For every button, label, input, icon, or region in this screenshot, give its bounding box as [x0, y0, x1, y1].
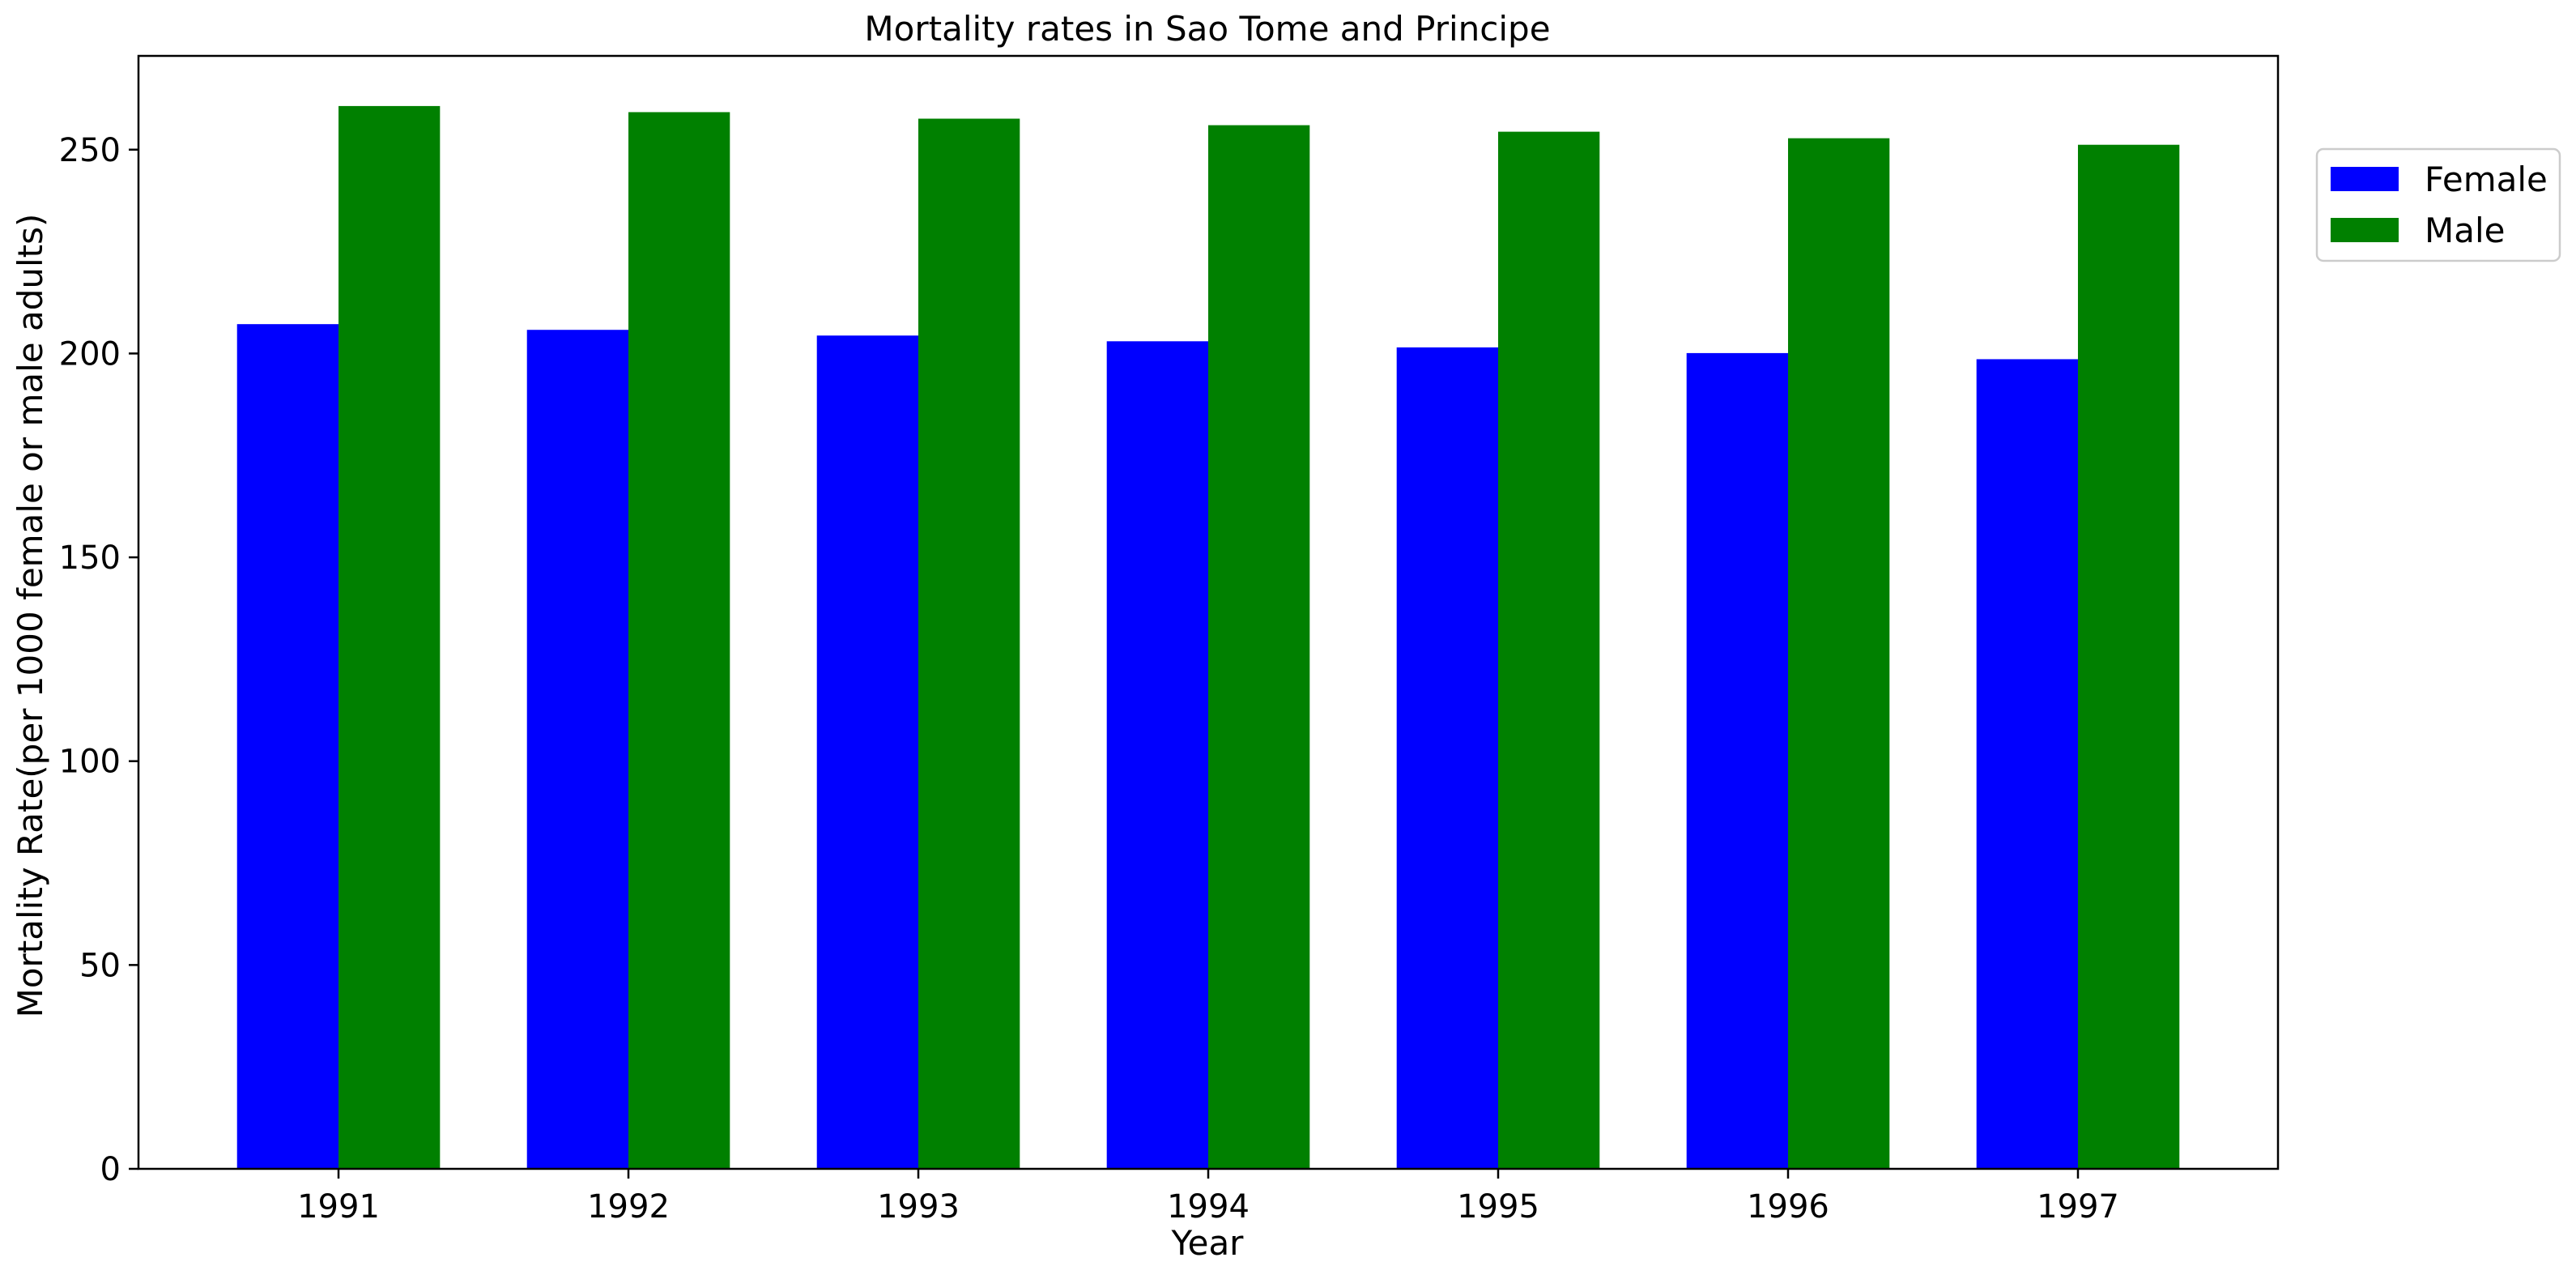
y-tick-label-100: 100: [59, 744, 121, 781]
bars-layer: [236, 105, 2180, 1170]
x-tick-label-1993: 1993: [877, 1188, 960, 1226]
bar-female-1993: [816, 335, 919, 1169]
x-tick-label-1996: 1996: [1747, 1188, 1829, 1226]
legend-swatch-female: [2331, 167, 2399, 191]
y-tick-label-0: 0: [100, 1151, 121, 1188]
bar-female-1994: [1106, 341, 1208, 1169]
x-axis-label: Year: [1171, 1223, 1245, 1263]
bar-female-1992: [526, 330, 629, 1170]
bar-female-1995: [1396, 347, 1498, 1169]
bar-female-1997: [1976, 359, 2078, 1169]
y-tick-label-50: 50: [79, 947, 121, 984]
x-tick-label-1991: 1991: [297, 1188, 380, 1226]
bar-female-1991: [236, 324, 339, 1169]
bar-male-1997: [2077, 144, 2180, 1170]
legend: Female Male: [2315, 147, 2561, 262]
x-tick-label-1997: 1997: [2037, 1188, 2119, 1226]
bar-male-1992: [628, 112, 730, 1170]
bar-male-1994: [1208, 125, 1310, 1169]
x-tick-label-1995: 1995: [1457, 1188, 1539, 1226]
chart-title: Mortality rates in Sao Tome and Principe: [864, 9, 1550, 49]
bar-male-1991: [338, 105, 441, 1169]
y-axis-label: Mortality Rate(per 1000 female or male a…: [11, 214, 50, 1018]
bar-male-1996: [1787, 138, 1890, 1169]
x-tick-label-1992: 1992: [587, 1188, 670, 1226]
legend-label-male: Male: [2425, 211, 2505, 250]
bar-female-1996: [1686, 352, 1788, 1169]
legend-label-female: Female: [2425, 160, 2548, 199]
x-tick-label-1994: 1994: [1167, 1188, 1250, 1226]
bar-male-1993: [918, 118, 1020, 1169]
y-tick-label-200: 200: [59, 335, 121, 373]
legend-swatch-male: [2331, 218, 2399, 242]
y-tick-label-250: 250: [59, 132, 121, 169]
bar-male-1995: [1497, 131, 1600, 1170]
axes-layer: 0 50 100 150 200 250 1991 1992 1993 1994 1995 1996 1…: [59, 54, 2280, 1226]
y-tick-label-150: 150: [59, 539, 121, 577]
